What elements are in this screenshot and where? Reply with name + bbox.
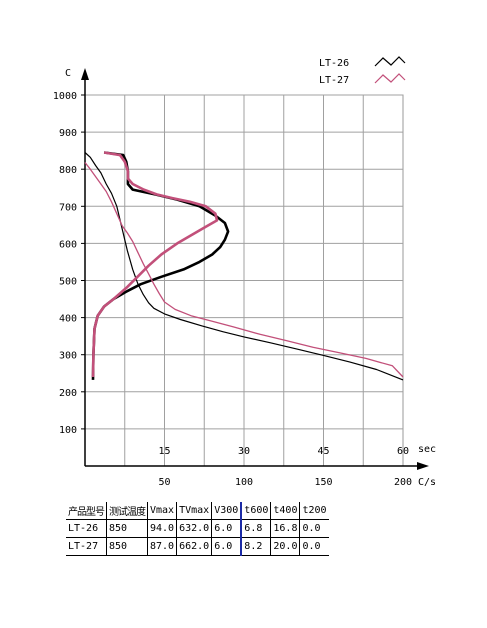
y-tick-label: 900 — [59, 128, 77, 139]
x-rate-tick-label: 200 — [394, 477, 412, 488]
y-tick-label: 800 — [59, 165, 77, 176]
table-row: LT-26 850 94.0 632.0 6.0 6.8 16.8 0.0 — [66, 519, 329, 538]
y-tick-label: 100 — [59, 425, 77, 436]
header-t600: t600 — [240, 502, 271, 520]
chart-axes — [81, 68, 429, 470]
series-cooling-line-lt-27 — [84, 162, 404, 378]
y-tick-label: 400 — [59, 314, 77, 325]
cell-t600: 6.8 — [240, 519, 271, 538]
x-rate-tick-label: 50 — [158, 477, 170, 488]
x-time-tick-label: 15 — [158, 446, 170, 457]
cell-t600: 8.2 — [240, 537, 271, 556]
series-rate-line-lt-26 — [91, 151, 230, 380]
header-vmax: Vmax — [146, 502, 177, 520]
x-axis-arrow — [417, 462, 429, 470]
header-t400: t400 — [270, 502, 300, 520]
cell-test-temperature: 850 — [106, 519, 148, 538]
cell-t200: 0.0 — [299, 519, 329, 538]
chart-ticks: 100 200 300 400 500 600 700 800 900 1000 C 15 30 45 60… — [53, 68, 436, 488]
header-product-model: 产品型号 — [66, 502, 107, 520]
x-rate-tick-label: 150 — [314, 477, 332, 488]
y-tick-label: 200 — [59, 388, 77, 399]
cooling-chart: 100 200 300 400 500 600 700 800 900 1000 C 15 30 45 60… — [53, 56, 436, 488]
cell-t400: 16.8 — [270, 519, 300, 538]
y-tick-label: 700 — [59, 202, 77, 213]
cell-model: LT-27 — [66, 537, 107, 556]
chart-series — [84, 151, 404, 381]
cell-v300: 6.0 — [211, 519, 242, 538]
cell-t400: 20.0 — [270, 537, 300, 556]
cell-vmax: 94.0 — [146, 519, 177, 538]
y-axis-arrow — [81, 68, 89, 80]
legend-label-lt-26: LT-26 — [319, 58, 349, 69]
table-row: LT-27 850 87.0 662.0 6.0 8.2 20.0 0.0 — [66, 537, 329, 556]
y-axis-unit-label: C — [65, 68, 71, 79]
legend-label-lt-27: LT-27 — [319, 75, 349, 86]
series-rate-line-lt-27 — [91, 151, 219, 378]
cell-test-temperature: 850 — [106, 537, 148, 556]
cell-tvmax: 662.0 — [176, 537, 212, 556]
series-cooling-line-lt-26 — [84, 152, 404, 381]
header-t200: t200 — [299, 502, 329, 520]
x-time-unit-label: sec — [418, 444, 436, 455]
x-rate-unit-label: C/s — [418, 477, 436, 488]
x-rate-tick-label: 100 — [235, 477, 253, 488]
x-time-tick-label: 45 — [317, 446, 329, 457]
header-tvmax: TVmax — [176, 502, 212, 520]
y-tick-label: 600 — [59, 239, 77, 250]
chart-legend: LT-26 LT-27 — [319, 56, 406, 86]
y-tick-label: 1000 — [53, 91, 77, 102]
y-tick-label: 500 — [59, 277, 77, 288]
x-time-tick-label: 30 — [238, 446, 250, 457]
cell-model: LT-26 — [66, 519, 107, 538]
header-test-temperature: 测试温度 — [106, 502, 148, 520]
cell-tvmax: 632.0 — [176, 519, 212, 538]
legend-swatch-lt-26 — [374, 56, 406, 67]
table-header-row: 产品型号 测试温度 Vmax TVmax V300 t600 t400 t200 — [66, 502, 329, 520]
cell-v300: 6.0 — [211, 537, 242, 556]
spec-table: 产品型号 测试温度 Vmax TVmax V300 t600 t400 t200… — [66, 502, 329, 556]
cell-vmax: 87.0 — [146, 537, 177, 556]
y-tick-label: 300 — [59, 351, 77, 362]
header-v300: V300 — [211, 502, 242, 520]
x-time-tick-label: 60 — [397, 446, 409, 457]
cell-t200: 0.0 — [299, 537, 329, 556]
legend-swatch-lt-27 — [374, 73, 406, 84]
